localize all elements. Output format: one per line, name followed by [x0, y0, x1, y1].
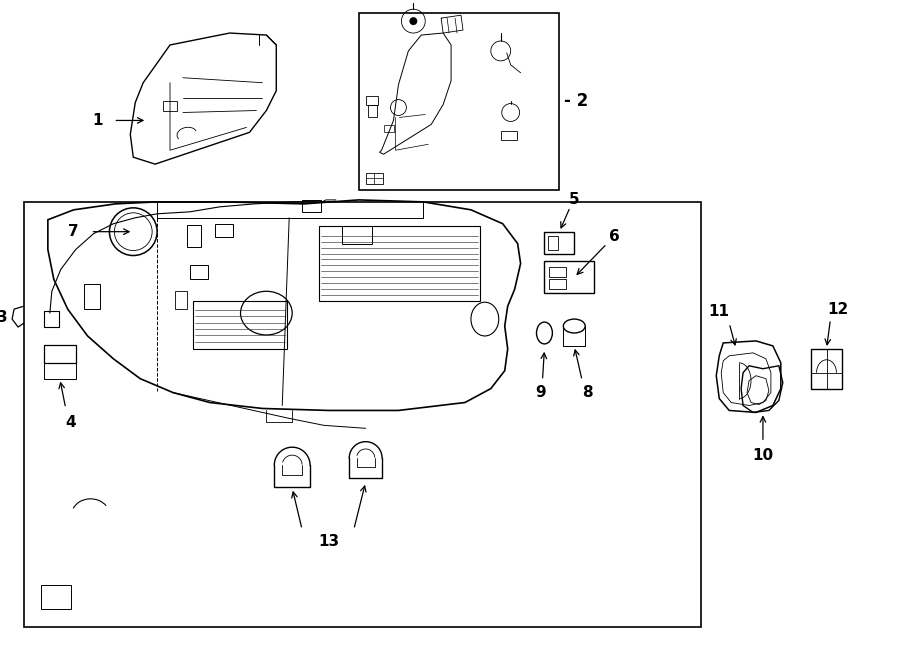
Bar	[302, 200, 321, 212]
Text: 10: 10	[752, 447, 773, 463]
Bar	[365, 173, 382, 184]
Text: 13: 13	[319, 534, 339, 549]
Text: 9: 9	[536, 385, 545, 400]
Bar	[163, 100, 177, 110]
Text: 11: 11	[708, 303, 730, 319]
Bar	[811, 349, 842, 389]
Bar	[24, 202, 701, 627]
Text: 4: 4	[66, 415, 76, 430]
Bar	[383, 126, 394, 132]
Text: 1: 1	[93, 113, 103, 128]
Bar	[544, 231, 574, 254]
Bar	[44, 345, 76, 363]
Text: 5: 5	[569, 192, 580, 208]
Bar	[319, 225, 480, 301]
Text: - 2: - 2	[564, 92, 589, 110]
Bar	[368, 104, 376, 118]
Bar	[40, 585, 71, 609]
Bar	[190, 266, 208, 280]
Text: 8: 8	[581, 385, 592, 400]
Bar	[549, 280, 566, 290]
Text: 3: 3	[0, 309, 7, 325]
Bar	[44, 311, 58, 327]
Circle shape	[410, 17, 418, 25]
Bar	[359, 13, 559, 190]
Bar	[44, 363, 76, 379]
Bar	[548, 236, 558, 250]
Bar	[193, 301, 287, 349]
Bar	[365, 96, 378, 104]
Bar	[500, 132, 517, 140]
Text: 6: 6	[608, 229, 619, 244]
Bar	[175, 292, 187, 309]
Bar	[187, 225, 201, 247]
Bar	[544, 262, 594, 293]
Text: 12: 12	[828, 301, 849, 317]
Bar	[549, 268, 566, 278]
Bar	[215, 223, 232, 237]
Bar	[84, 284, 100, 309]
Text: 7: 7	[68, 224, 79, 239]
Bar	[342, 225, 372, 244]
